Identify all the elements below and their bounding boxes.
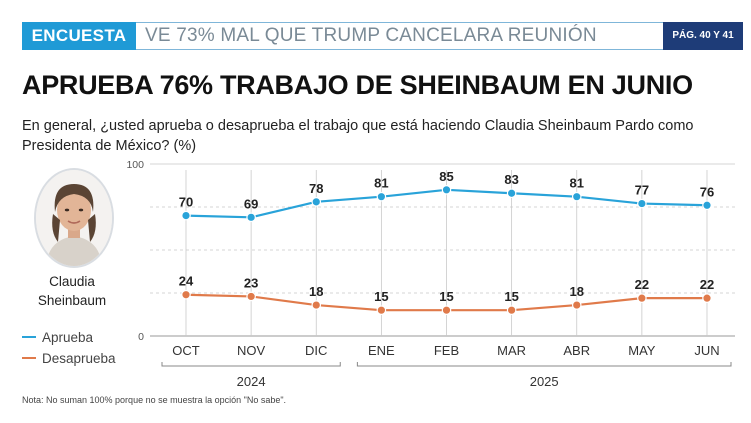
year-bracket <box>161 362 341 367</box>
legend-label-desaprueba: Desaprueba <box>42 351 116 366</box>
legend-item-desaprueba: Desaprueba <box>22 351 116 366</box>
legend-swatch-desaprueba <box>22 357 36 360</box>
page-title: APRUEBA 76% TRABAJO DE SHEINBAUM EN JUNI… <box>22 70 693 100</box>
x-tick-label: JUN <box>694 343 719 358</box>
data-label-aprueba: 70 <box>179 195 193 210</box>
data-point-aprueba <box>506 188 517 199</box>
data-point-desaprueba <box>376 305 387 315</box>
year-label: 2025 <box>530 374 559 389</box>
x-tick-label: MAR <box>497 343 526 358</box>
survey-question: En general, ¿usted aprueba o desaprueba … <box>22 118 694 154</box>
data-point-desaprueba <box>246 291 256 302</box>
data-label-desaprueba: 18 <box>570 284 584 299</box>
data-label-aprueba: 85 <box>439 169 453 184</box>
data-point-desaprueba <box>506 305 517 315</box>
x-tick-label: ENE <box>368 343 395 358</box>
section-tag: ENCUESTA <box>22 22 136 50</box>
year-bracket <box>356 362 732 367</box>
data-label-desaprueba: 23 <box>244 275 258 290</box>
data-point-aprueba <box>311 197 322 207</box>
data-label-aprueba: 78 <box>309 181 323 196</box>
legend-label-aprueba: Aprueba <box>42 330 94 345</box>
data-label-aprueba: 77 <box>635 183 649 198</box>
footnote: Nota: No suman 100% porque no se muestra… <box>22 395 287 405</box>
header-bar: ENCUESTA VE 73% MAL QUE TRUMP CANCELARA … <box>22 22 743 50</box>
data-label-aprueba: 69 <box>244 196 258 211</box>
x-tick-label: NOV <box>237 343 266 358</box>
data-point-aprueba <box>702 200 712 211</box>
data-point-aprueba <box>637 198 647 209</box>
data-point-aprueba <box>181 210 191 221</box>
data-label-desaprueba: 15 <box>374 289 388 304</box>
x-tick-label: OCT <box>172 343 200 358</box>
data-point-desaprueba <box>181 289 191 300</box>
data-label-aprueba: 76 <box>700 184 714 199</box>
data-label-desaprueba: 24 <box>179 274 194 289</box>
data-point-aprueba <box>571 191 582 202</box>
data-point-desaprueba <box>441 305 452 315</box>
data-label-desaprueba: 18 <box>309 284 323 299</box>
person-last-name: Sheinbaum <box>37 293 107 308</box>
legend-item-aprueba: Aprueba <box>22 330 93 345</box>
x-tick-label: MAY <box>628 343 656 358</box>
data-point-aprueba <box>376 191 387 202</box>
data-label-desaprueba: 15 <box>504 289 518 304</box>
data-label-aprueba: 83 <box>504 172 518 187</box>
x-tick-label: FEB <box>434 343 459 358</box>
y-tick-label: 100 <box>126 159 144 171</box>
data-label-aprueba: 81 <box>374 176 388 191</box>
data-label-desaprueba: 22 <box>700 277 714 292</box>
data-point-desaprueba <box>637 293 647 303</box>
data-label-desaprueba: 22 <box>635 277 649 292</box>
data-point-desaprueba <box>702 293 712 303</box>
related-headline[interactable]: VE 73% MAL QUE TRUMP CANCELARA REUNIÓN <box>145 25 597 46</box>
data-point-desaprueba <box>311 300 322 310</box>
data-point-aprueba <box>441 185 452 195</box>
data-point-desaprueba <box>571 300 582 310</box>
x-tick-label: DIC <box>305 343 327 358</box>
x-tick-label: ABR <box>563 343 590 358</box>
data-label-desaprueba: 15 <box>439 289 453 304</box>
person-name: Claudia Sheinbaum <box>22 272 122 310</box>
year-label: 2024 <box>237 374 266 389</box>
person-first-name: Claudia <box>49 274 95 289</box>
page-reference: PÁG. 40 Y 41 <box>663 22 743 50</box>
y-tick-label: 0 <box>138 331 144 343</box>
data-label-aprueba: 81 <box>570 176 584 191</box>
data-point-aprueba <box>246 212 256 223</box>
person-portrait-icon <box>34 168 114 268</box>
legend-swatch-aprueba <box>22 336 36 339</box>
